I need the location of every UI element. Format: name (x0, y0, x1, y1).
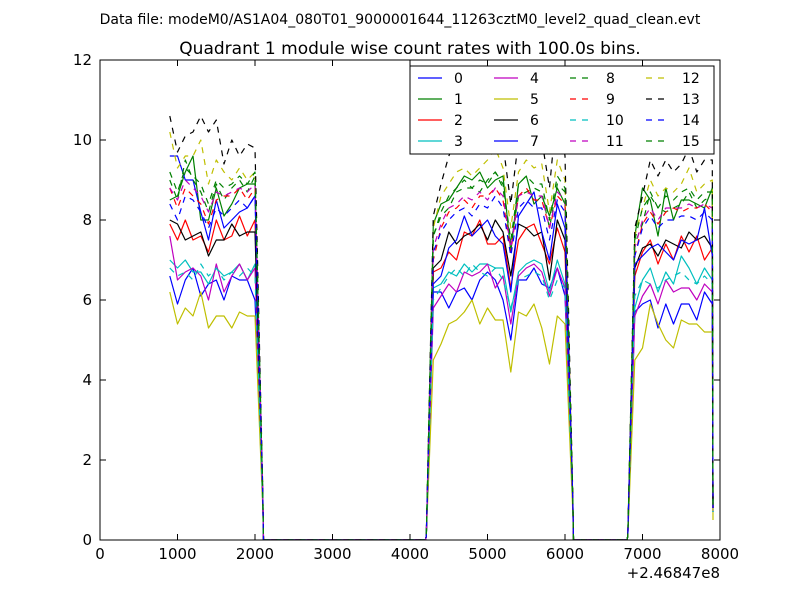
legend-frame (409, 65, 715, 155)
legend-label-5: 5 (530, 92, 539, 108)
legend-label-7: 7 (530, 134, 539, 150)
series-layer (169, 103, 714, 540)
legend-label-3: 3 (454, 134, 463, 150)
y-tick-label: 0 (82, 531, 92, 549)
x-axis: 0 1000 2000 3000 4000 5000 6000 7000 8000 (95, 60, 739, 563)
x-tick-label: 4000 (391, 545, 429, 563)
series-line-7 (169, 155, 714, 540)
chart-title: Quadrant 1 module wise count rates with … (179, 39, 640, 59)
legend-label-4: 4 (530, 71, 539, 87)
y-tick-label: 4 (82, 371, 92, 389)
legend-label-14: 14 (682, 113, 700, 129)
x-tick-label: 1000 (158, 545, 196, 563)
series-line-6 (169, 219, 714, 540)
series-line-1 (169, 155, 714, 540)
legend-label-0: 0 (454, 71, 463, 87)
legend-label-11: 11 (606, 134, 624, 150)
legend-label-10: 10 (606, 113, 624, 129)
series-line-9 (169, 187, 714, 540)
x-tick-label: 3000 (313, 545, 351, 563)
x-offset-label: +2.46847e8 (627, 564, 720, 582)
legend-label-9: 9 (606, 92, 615, 108)
series-line-4 (169, 235, 714, 540)
legend-label-13: 13 (682, 92, 700, 108)
x-tick-label: 7000 (623, 545, 661, 563)
y-tick-label: 8 (82, 211, 92, 229)
legend-label-6: 6 (530, 113, 539, 129)
y-tick-label: 2 (82, 451, 92, 469)
legend-label-12: 12 (682, 71, 700, 87)
x-tick-label: 8000 (701, 545, 739, 563)
legend-label-15: 15 (682, 134, 700, 150)
series-line-11 (169, 179, 714, 540)
x-tick-label: 2000 (236, 545, 274, 563)
series-line-13 (169, 103, 714, 540)
series-line-10 (169, 263, 714, 540)
x-tick-label: 0 (95, 545, 105, 563)
y-tick-label: 10 (73, 131, 92, 149)
suptitle: Data file: modeM0/AS1A04_080T01_90000016… (100, 12, 701, 28)
series-line-5 (169, 291, 714, 540)
series-line-14 (169, 195, 714, 540)
y-tick-label: 12 (73, 51, 92, 69)
series-line-3 (169, 255, 714, 540)
x-tick-label: 6000 (546, 545, 584, 563)
legend-label-2: 2 (454, 113, 463, 129)
y-tick-label: 6 (82, 291, 92, 309)
legend-label-1: 1 (454, 92, 463, 108)
legend-label-8: 8 (606, 71, 615, 87)
x-tick-label: 5000 (468, 545, 506, 563)
